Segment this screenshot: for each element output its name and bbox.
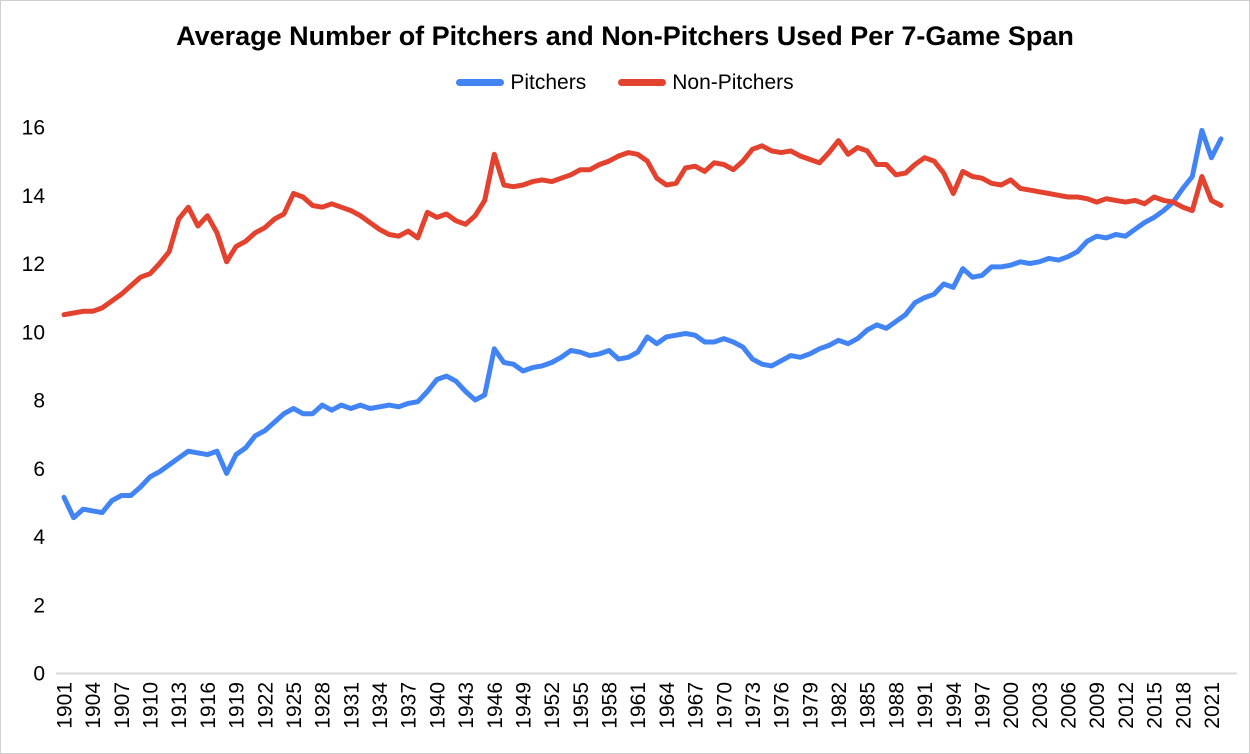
y-tick-label: 14 bbox=[22, 185, 46, 208]
x-tick-label: 1985 bbox=[857, 682, 880, 729]
x-tick-label: 1934 bbox=[369, 682, 392, 729]
y-tick-label: 10 bbox=[22, 321, 45, 344]
legend-item-non-pitchers: Non-Pitchers bbox=[618, 71, 794, 94]
x-tick-label: 2003 bbox=[1029, 682, 1052, 729]
x-tick-label: 1979 bbox=[799, 682, 822, 729]
x-tick-label: 1901 bbox=[54, 682, 77, 729]
x-tick-label: 1964 bbox=[656, 682, 679, 729]
x-tick-label: 1940 bbox=[426, 682, 449, 729]
x-tick-label: 1925 bbox=[283, 682, 306, 729]
x-tick-label: 2021 bbox=[1201, 682, 1224, 729]
chart-legend: Pitchers Non-Pitchers bbox=[1, 72, 1249, 93]
x-tick-label: 2000 bbox=[1000, 682, 1023, 729]
x-tick-label: 1937 bbox=[398, 682, 421, 729]
x-tick-label: 1994 bbox=[943, 682, 966, 729]
x-tick-label: 1955 bbox=[570, 682, 593, 729]
pitchers-line bbox=[61, 127, 1224, 521]
legend-label-pitchers: Pitchers bbox=[510, 71, 587, 94]
legend-label-non-pitchers: Non-Pitchers bbox=[672, 71, 794, 94]
x-tick-label: 1922 bbox=[254, 682, 277, 729]
x-tick-label: 1943 bbox=[455, 682, 478, 729]
x-tick-label: 1946 bbox=[484, 682, 507, 729]
y-tick-label: 6 bbox=[33, 458, 45, 481]
x-tick-label: 1931 bbox=[340, 682, 363, 729]
x-tick-label: 1949 bbox=[512, 682, 535, 729]
x-tick-label: 1997 bbox=[971, 682, 994, 729]
x-tick-label: 2009 bbox=[1086, 682, 1109, 729]
x-tick-label: 1910 bbox=[140, 682, 163, 729]
y-tick-label: 4 bbox=[33, 526, 45, 549]
x-tick-label: 1907 bbox=[111, 682, 134, 729]
x-tick-label: 1982 bbox=[828, 682, 851, 729]
x-tick-label: 1904 bbox=[82, 682, 105, 729]
x-tick-label: 2012 bbox=[1115, 682, 1138, 729]
x-tick-label: 2015 bbox=[1144, 682, 1167, 729]
x-tick-label: 1991 bbox=[914, 682, 937, 729]
y-tick-label: 0 bbox=[33, 663, 45, 686]
x-tick-label: 1952 bbox=[541, 682, 564, 729]
y-tick-label: 12 bbox=[22, 253, 45, 276]
y-tick-label: 16 bbox=[22, 117, 45, 140]
x-tick-label: 1958 bbox=[599, 682, 622, 729]
pitchers-line-swatch-icon bbox=[456, 79, 505, 86]
x-tick-label: 1961 bbox=[627, 682, 650, 729]
y-tick-label: 8 bbox=[33, 390, 45, 413]
non-pitchers-line-swatch-icon bbox=[618, 79, 667, 86]
x-tick-label: 1988 bbox=[885, 682, 908, 729]
x-tick-label: 1919 bbox=[226, 682, 249, 729]
x-tick-label: 1970 bbox=[713, 682, 736, 729]
x-tick-label: 1928 bbox=[312, 682, 335, 729]
x-tick-label: 1967 bbox=[685, 682, 708, 729]
x-tick-label: 1976 bbox=[771, 682, 794, 729]
chart-title: Average Number of Pitchers and Non-Pitch… bbox=[176, 21, 1074, 51]
y-tick-label: 2 bbox=[33, 594, 45, 617]
x-tick-label: 1916 bbox=[197, 682, 220, 729]
legend-item-pitchers: Pitchers bbox=[456, 72, 586, 93]
x-tick-label: 1913 bbox=[168, 682, 191, 729]
x-tick-label: 2018 bbox=[1172, 682, 1195, 729]
x-tick-label: 1973 bbox=[742, 682, 765, 729]
x-tick-label: 2006 bbox=[1058, 682, 1081, 729]
non-pitchers-line bbox=[61, 138, 1224, 318]
